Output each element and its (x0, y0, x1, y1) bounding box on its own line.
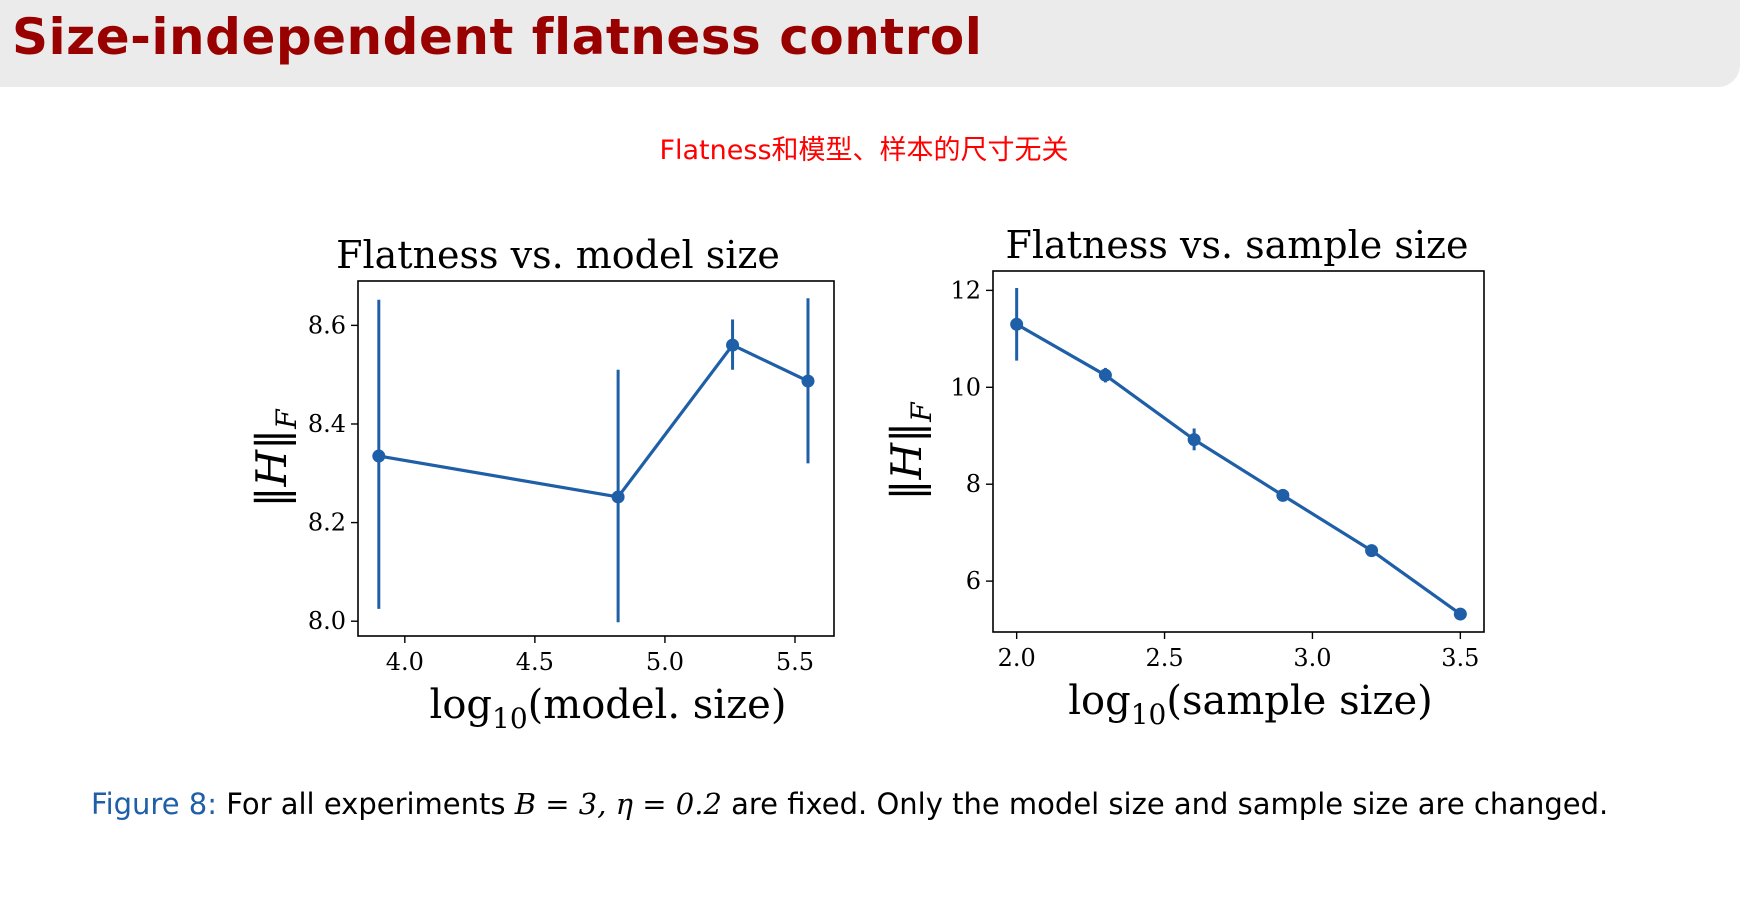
data-point (1365, 544, 1379, 558)
x-tick-label: 2.5 (1145, 644, 1183, 672)
y-axis-label: ‖H‖F (247, 408, 303, 508)
chart-title: Flatness vs. sample size (1005, 223, 1468, 267)
y-tick-label: 8 (966, 470, 981, 498)
y-axis-label: ‖H‖F (882, 401, 938, 501)
x-tick-label: 3.0 (1293, 644, 1331, 672)
x-tick-label: 4.5 (516, 648, 554, 676)
figure-label: Figure 8: (91, 787, 217, 821)
data-point (1453, 607, 1467, 621)
x-tick-label: 2.0 (998, 644, 1036, 672)
x-axis-label: log10(model. size) (430, 682, 787, 735)
caption-text-before: For all experiments (226, 787, 506, 821)
data-point (1187, 433, 1201, 447)
x-tick-label: 4.0 (386, 648, 424, 676)
y-tick-label: 6 (966, 567, 981, 595)
series-line (1015, 322, 1462, 616)
data-point (801, 374, 815, 388)
y-tick-label: 10 (950, 373, 981, 401)
y-tick-label: 8.4 (308, 410, 346, 438)
chart-1: Flatness vs. model size 4.0 4.5 5.0 5.5 8.0 8.… (247, 233, 835, 735)
plot-frame (357, 280, 835, 637)
caption-math: B = 3, η = 0.2 (514, 787, 722, 821)
x-tick-label: 3.5 (1441, 644, 1479, 672)
y-tick-label: 12 (950, 276, 981, 304)
caption-text-after: are fixed. Only the model size and sampl… (731, 787, 1609, 821)
data-point (726, 338, 740, 352)
y-tick-label: 8.6 (308, 311, 346, 339)
y-tick-label: 8.0 (308, 607, 346, 635)
data-point (1276, 488, 1290, 502)
slide-subtitle: Flatness和模型、样本的尺寸无关 (659, 135, 1069, 166)
x-tick-label: 5.0 (646, 648, 684, 676)
slide-title: Size-independent flatness control (12, 8, 983, 66)
charts-figure: Flatness vs. model size 4.0 4.5 5.0 5.5 8.0 8.… (247, 223, 1485, 735)
data-point (1010, 317, 1024, 331)
chart-title: Flatness vs. model size (336, 233, 780, 277)
data-point (611, 490, 625, 504)
x-tick-label: 5.5 (776, 648, 814, 676)
title-bar: Size-independent flatness control (0, 0, 1740, 87)
y-tick-label: 8.2 (308, 509, 346, 537)
series-line (378, 343, 809, 499)
data-point (1098, 368, 1112, 382)
figure-caption: Figure 8: For all experiments B = 3, η =… (91, 782, 1651, 826)
x-axis-label: log10(sample size) (1068, 678, 1433, 731)
plot-frame (992, 270, 1485, 633)
data-point (372, 449, 386, 463)
chart-2: Flatness vs. sample size 2.0 2.5 3.0 3.5 6 8 10… (882, 223, 1485, 731)
